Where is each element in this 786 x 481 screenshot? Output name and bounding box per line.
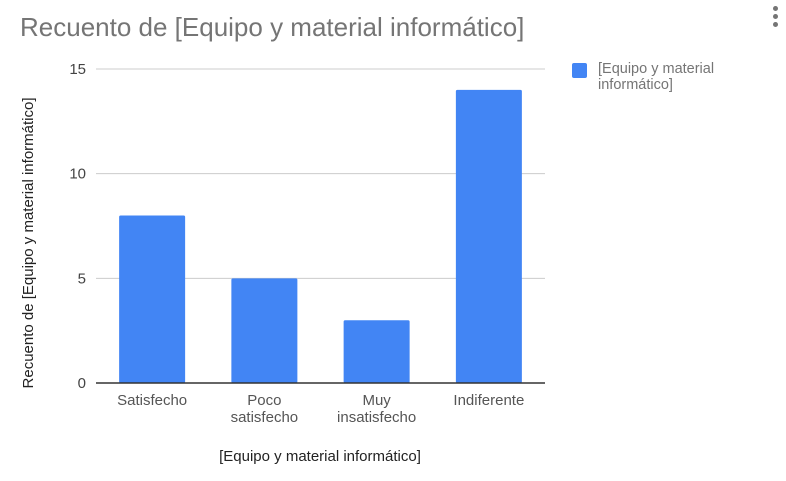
y-tick-label: 5 [78, 270, 86, 287]
legend-label: [Equipo y material informático] [598, 61, 715, 93]
x-tick-label: Satisfecho [117, 392, 187, 409]
y-tick-label: 10 [69, 166, 86, 183]
x-tick-label: satisfecho [231, 409, 299, 426]
more-vert-icon-dot [773, 22, 778, 27]
more-vert-icon-dot [773, 14, 778, 19]
bar [455, 89, 522, 383]
bars [119, 89, 522, 383]
more-vert-icon [773, 6, 778, 11]
legend-swatch [572, 63, 587, 78]
x-tick-label: Muy [362, 392, 391, 409]
y-tick-label: 15 [69, 61, 86, 78]
y-axis-title: Recuento de [Equipo y material informáti… [20, 98, 37, 389]
x-tick-label: Poco [247, 392, 281, 409]
bar [343, 320, 410, 383]
bar [231, 278, 298, 383]
y-tick-label: 0 [78, 375, 86, 392]
more-options-button[interactable] [766, 4, 786, 28]
chart-title: Recuento de [Equipo y material informáti… [20, 12, 525, 42]
x-tick-label: Indiferente [453, 392, 524, 409]
bar [119, 215, 186, 383]
x-tick-label: insatisfecho [337, 409, 416, 426]
x-axis-title: [Equipo y material informático] [219, 448, 421, 465]
